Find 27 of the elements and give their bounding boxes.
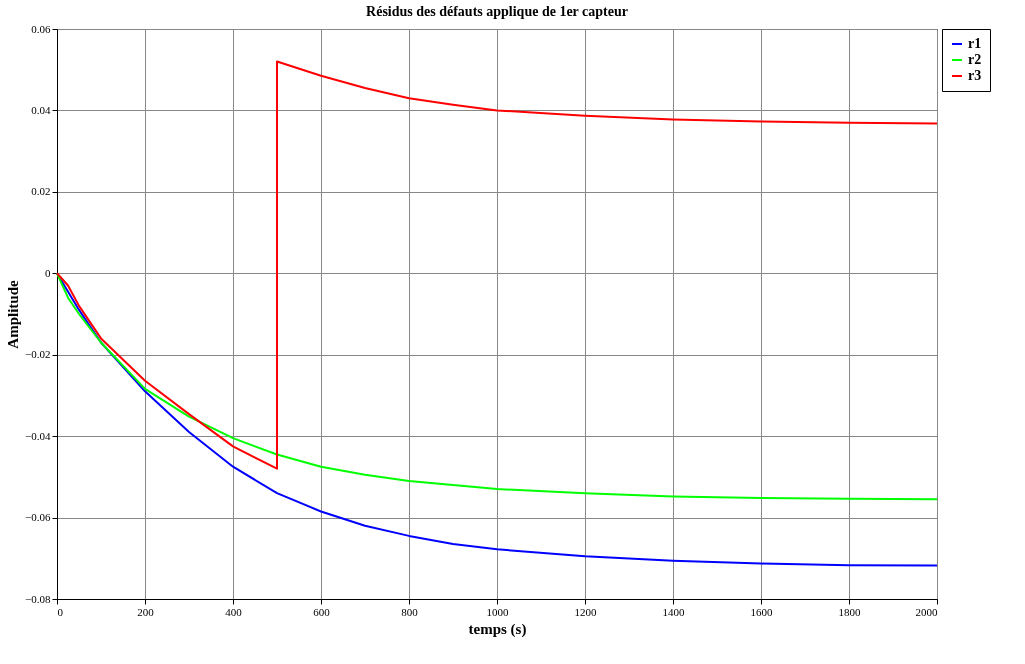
y-tick-label: −0.02: [25, 348, 51, 361]
x-tick-label: 2000: [915, 605, 938, 618]
legend-label: r1: [968, 36, 982, 51]
x-tick-label: 1200: [574, 605, 597, 618]
x-axis-title: temps (s): [468, 620, 527, 638]
y-tick-label: 0.02: [31, 185, 51, 198]
x-tick-label: 1400: [662, 605, 685, 618]
x-tick-label: 600: [313, 605, 331, 618]
x-tick-label: 200: [137, 605, 155, 618]
y-axis-title: Amplitude: [5, 279, 22, 349]
y-tick-label: −0.08: [25, 592, 51, 605]
y-tick-label: 0.06: [31, 22, 51, 35]
legend-label: r3: [968, 68, 982, 83]
y-tick-label: −0.04: [25, 429, 51, 442]
chart-title: Résidus des défauts applique de 1er capteur: [366, 4, 628, 19]
y-tick-label: 0: [45, 266, 51, 279]
legend-label: r2: [968, 52, 982, 67]
x-tick-label: 400: [225, 605, 243, 618]
x-tick-label: 1000: [486, 605, 509, 618]
line-series: [56, 272, 938, 501]
y-tick-label: −0.06: [25, 511, 51, 524]
y-tick-label: 0.04: [31, 103, 51, 116]
x-tick-label: 0: [57, 605, 64, 618]
line-series: [56, 60, 938, 470]
x-tick-label: 1800: [838, 605, 861, 618]
x-tick-label: 800: [401, 605, 419, 618]
x-tick-label: 1600: [750, 605, 773, 618]
